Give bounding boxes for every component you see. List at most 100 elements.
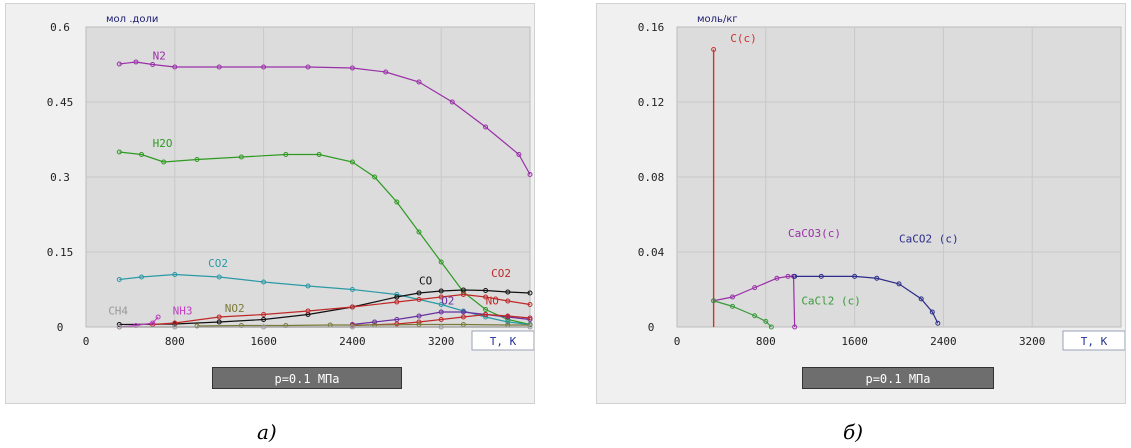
data-point [438, 302, 444, 307]
series-label: CaCO2 (c) [899, 233, 959, 246]
data-point [416, 297, 422, 302]
data-point [527, 302, 533, 307]
y-tick-label: 0 [648, 321, 655, 334]
data-point [116, 324, 122, 330]
data-point [172, 324, 178, 330]
series [349, 312, 533, 328]
data-point [505, 289, 511, 295]
series [116, 314, 161, 330]
data-point [460, 314, 466, 320]
data-point [161, 159, 167, 165]
data-point [896, 281, 902, 287]
data-point [383, 69, 389, 75]
y-tick-label: 0.08 [638, 171, 665, 184]
data-point [238, 154, 244, 160]
series-line [794, 275, 939, 324]
series-line [713, 275, 796, 328]
series-line [119, 61, 531, 175]
data-point [349, 304, 355, 310]
y-tick-label: 0.15 [47, 246, 74, 259]
data-point [460, 292, 466, 297]
data-point [316, 152, 322, 157]
y-tick-label: 0.04 [638, 246, 665, 259]
data-point [133, 59, 139, 65]
data-point [394, 294, 400, 300]
data-point [792, 273, 798, 279]
series [116, 149, 533, 327]
data-point [194, 323, 200, 329]
data-point [483, 288, 489, 293]
series-label: NH3 [173, 305, 193, 318]
data-point [752, 285, 758, 291]
chart-right: 0 800 1600 2400 3200 0 0.04 0.08 0.12 0.16 моль/кг… [638, 14, 1125, 351]
data-point [918, 296, 924, 302]
data-point [792, 324, 798, 330]
x-axis-label: T, K [490, 335, 517, 348]
data-point [785, 273, 791, 279]
data-point [483, 307, 489, 312]
y-tick-label: 0.3 [50, 171, 70, 184]
data-point [305, 283, 311, 289]
x-tick-label: 3200 [1019, 335, 1045, 348]
data-point [416, 313, 422, 319]
series [792, 273, 941, 326]
series-label: CO [419, 275, 432, 288]
x-tick-label: 1600 [841, 335, 868, 348]
data-point [372, 174, 378, 180]
data-point [730, 294, 735, 300]
data-point [283, 152, 289, 157]
figure-caption: а) [257, 420, 277, 444]
gridlines [677, 27, 1121, 327]
data-point [261, 312, 267, 317]
data-point [438, 309, 444, 315]
series-line [152, 293, 531, 326]
data-point [711, 47, 717, 52]
pressure-label: p=0.1 МПа [212, 367, 402, 389]
x-tick-label: 0 [674, 335, 681, 348]
data-point [505, 313, 511, 319]
data-point [216, 64, 222, 70]
data-point [261, 317, 267, 322]
data-point [216, 274, 222, 280]
x-axis-label: T, K [1081, 335, 1108, 348]
y-axis-label: моль/кг [697, 14, 738, 25]
data-point [438, 259, 444, 265]
series [116, 59, 533, 177]
series-line [119, 151, 531, 326]
data-point [711, 298, 717, 304]
series-line [352, 311, 531, 326]
data-point [483, 124, 489, 130]
data-point [438, 288, 444, 294]
data-point [763, 318, 769, 324]
data-point [818, 273, 824, 279]
x-tick-label: 1600 [250, 335, 277, 348]
data-point [261, 324, 267, 330]
data-point [194, 157, 200, 162]
series-line [352, 313, 531, 327]
data-point [349, 159, 355, 165]
x-tick-label: 0 [83, 335, 90, 348]
series-label: NO2 [225, 302, 245, 315]
series-label: NO [486, 295, 499, 308]
data-point [929, 309, 935, 315]
data-point [372, 319, 378, 325]
data-point [116, 149, 122, 155]
data-point [139, 152, 144, 157]
x-tick-label: 800 [756, 335, 776, 348]
data-point [483, 312, 489, 317]
data-point [505, 319, 511, 325]
data-point [116, 277, 122, 282]
data-point [305, 64, 311, 70]
x-axis-label-box [1062, 330, 1125, 351]
data-point [460, 309, 466, 315]
data-point [150, 62, 156, 67]
data-point [349, 324, 355, 330]
data-point [155, 314, 161, 320]
data-point [349, 287, 355, 292]
data-point [438, 324, 444, 330]
series-label: H2O [153, 137, 173, 150]
data-point [935, 320, 941, 326]
series-label: CO2 [491, 267, 511, 280]
data-point [527, 315, 533, 321]
chart-left: 0 800 1600 2400 3200 0 0.15 0.3 0.45 0.6 мол .доли… [47, 14, 534, 351]
